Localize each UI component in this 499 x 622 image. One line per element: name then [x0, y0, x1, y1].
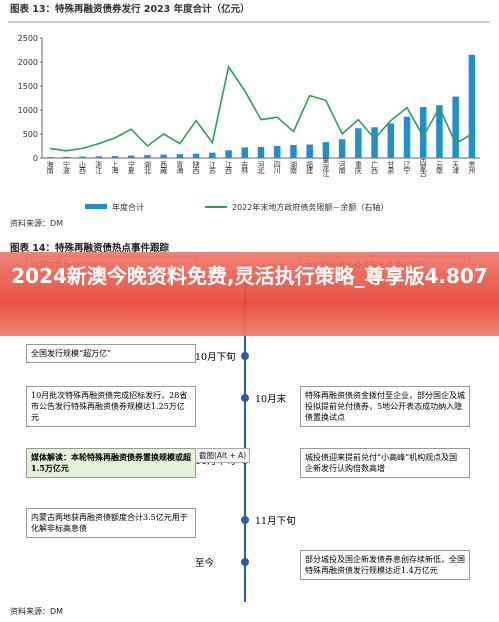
bar — [436, 105, 443, 158]
x-tick-label: 四川 — [273, 161, 281, 174]
chart-title: 图表 13：特殊再融资债券发行 2023 年度合计（亿元） — [10, 3, 250, 15]
legend-swatch — [85, 204, 107, 209]
y-tick-label: 1500 — [18, 82, 38, 91]
bar — [387, 123, 395, 158]
x-tick-label: 上海 — [111, 160, 119, 175]
bar — [111, 156, 119, 158]
timeline-dot — [241, 516, 249, 524]
x-tick-label: 浙江 — [95, 160, 103, 175]
timeline-dot — [241, 352, 249, 360]
x-tick-label: 云南 — [435, 161, 443, 174]
x-tick-label: 黑龙江 — [322, 158, 330, 178]
x-tick-label: 江苏 — [208, 161, 216, 175]
banner: 2024新澳今晚资料免费,灵活执行策略_尊享版4.807 — [0, 252, 499, 336]
event-date: 至今 — [195, 558, 215, 569]
chart: 图表 13：特殊再融资债券发行 2023 年度合计（亿元） 资料来源：DM 0 5… — [8, 3, 490, 228]
bar — [46, 157, 54, 158]
bar — [419, 107, 427, 158]
bar — [63, 156, 70, 158]
bar — [79, 156, 86, 158]
bar — [241, 147, 249, 158]
bar — [257, 146, 265, 158]
bar — [176, 154, 184, 158]
bar — [95, 156, 103, 158]
bar — [468, 54, 476, 158]
x-tick-label: 山西 — [79, 160, 87, 175]
x-tick-label: 河南 — [338, 161, 346, 174]
x-tick-label: 宁夏 — [127, 160, 135, 174]
bar — [192, 153, 200, 158]
bar — [225, 150, 232, 158]
x-tick-label: 重庆 — [354, 161, 362, 175]
bar — [306, 144, 313, 158]
bar — [290, 145, 297, 158]
timeline-dot — [241, 558, 249, 566]
x-tick-label: 辽宁 — [403, 161, 411, 174]
x-tick-label: 河北 — [257, 161, 265, 175]
event-left: 10月批次特殊再融资债完成招标发行，28省市公告发行特殊再融资债券规模达1.25… — [26, 386, 196, 427]
y-tick-label: 2000 — [18, 58, 38, 67]
timeline-dot — [241, 394, 249, 402]
x-tick-label: 宁波 — [62, 160, 70, 175]
x-tick-label: 湖南 — [289, 160, 297, 174]
y-tick-label: 0 — [33, 154, 38, 163]
line — [49, 64, 473, 152]
bar — [322, 142, 330, 158]
event-date: 10月下旬 — [195, 352, 236, 363]
bar — [371, 127, 378, 158]
x-tick-label: 吉林 — [241, 161, 249, 175]
bar — [160, 154, 167, 158]
x-tick-label: 贵州 — [468, 160, 476, 174]
event-date: 11月下旬 — [255, 516, 296, 527]
bar — [209, 152, 216, 158]
bar — [452, 96, 459, 158]
timeline-axis — [244, 262, 246, 602]
tooltip: 截图(Alt + A) — [195, 448, 251, 463]
y-tick-label: 500 — [23, 130, 38, 139]
source: 资料来源：DM — [10, 218, 63, 228]
x-tick-label: 甘肃 — [387, 160, 395, 175]
event-left: 媒体解读：本轮特殊再融资债券置换规模或超1.5万亿元 — [26, 448, 196, 478]
source: 资料来源：DM — [10, 607, 64, 616]
bar — [273, 146, 281, 158]
legend-label: 2022年末地方政府债务限额－余额（右轴） — [232, 202, 388, 212]
x-tick-label: 青海 — [176, 160, 184, 175]
bar — [144, 155, 151, 158]
legend-label: 年度合计 — [112, 202, 144, 212]
bar — [338, 139, 346, 158]
y-tick-label: 2500 — [18, 34, 38, 43]
event-date: 10月末 — [255, 394, 287, 405]
x-tick-label: 福建 — [306, 160, 314, 175]
event-left: 全国发行规模“超万亿” — [26, 344, 196, 363]
x-tick-label: 内蒙古 — [419, 157, 427, 178]
event-right: 城投债迎来提前兑付“小高峰”机构观点及国企新发行认购倍数高增 — [300, 448, 470, 478]
bar — [127, 155, 135, 158]
y-tick-label: 1000 — [18, 106, 38, 115]
event-right: 部分城投及国企新发债券息创存续新低，全国特殊再融资债发行规模达近1.4万亿元 — [300, 550, 470, 580]
event-left: 内蒙古两地获再融资债额度合计3.5亿元用于化解非标高息债 — [26, 508, 196, 538]
x-tick-label: 广西 — [371, 160, 379, 175]
bar — [355, 128, 362, 158]
x-tick-label: 天津 — [452, 161, 460, 175]
x-tick-label: 江西 — [225, 161, 233, 175]
bar — [403, 116, 411, 158]
figure-title: 图表 14：特殊再融资债热点事件跟踪 — [10, 243, 170, 254]
x-tick-label: 海南 — [46, 160, 54, 174]
x-tick-label: 陕西 — [192, 160, 200, 175]
event-right: 特殊再融资债资金拨付至企业，部分国企及城投拟提前兑付债券，5地公开表态成功纳入隐… — [300, 386, 470, 427]
x-tick-label: 湖北 — [143, 160, 151, 175]
x-tick-label: 西藏 — [160, 161, 168, 175]
